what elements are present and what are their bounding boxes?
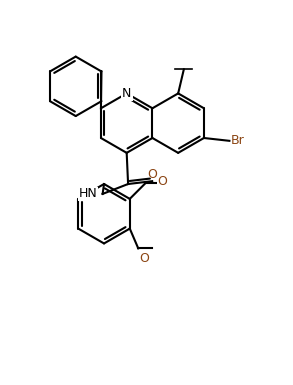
Text: O: O (147, 168, 157, 181)
Text: HN: HN (79, 187, 98, 201)
Text: O: O (140, 252, 149, 265)
Text: N: N (122, 87, 131, 100)
Text: O: O (157, 175, 167, 187)
Text: Br: Br (231, 134, 245, 147)
